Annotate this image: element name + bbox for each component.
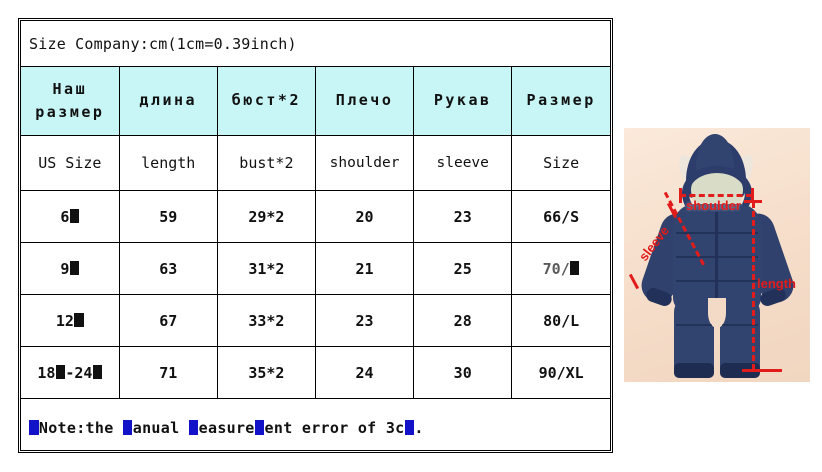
- suit-foot-cuff-right: [720, 363, 760, 378]
- cell-shoulder: 21: [314, 242, 415, 295]
- cell-size: 90/XL: [511, 346, 610, 399]
- cell-us-size: 18 -24: [21, 346, 120, 399]
- quilt-seam: [676, 324, 712, 326]
- size-chart-table: Size Company:cm(1cm=0.39inch) Наш размер…: [21, 21, 610, 457]
- header-en-bust: bust*2: [216, 135, 316, 191]
- missing-glyph-icon: [69, 208, 79, 223]
- cell-sleeve: 30: [413, 346, 513, 399]
- us-size-value: 6: [60, 207, 70, 226]
- table-row: 12 67 33*2 23 28 80/L: [21, 294, 610, 347]
- cell-length: 59: [118, 190, 218, 243]
- note-part-e: .: [414, 419, 424, 437]
- table-row: 18 -24 71 35*2 24 30 90/XL: [21, 346, 610, 399]
- cell-length: 63: [118, 242, 218, 295]
- cell-size: 80/L: [511, 294, 610, 347]
- table-title-row: Size Company:cm(1cm=0.39inch): [21, 21, 610, 67]
- header-cyr-shoulder: Плечо: [314, 66, 415, 136]
- header-cyr-our-size: Наш размер: [21, 66, 120, 136]
- header-en-shoulder: shoulder: [314, 135, 415, 191]
- header-cyr-our-size-line2: размер: [35, 103, 105, 121]
- cell-length: 71: [118, 346, 218, 399]
- us-size-range: -24: [65, 363, 93, 382]
- cell-length: 67: [118, 294, 218, 347]
- note-part-b: anual: [132, 419, 189, 437]
- missing-glyph-icon: [254, 420, 265, 435]
- product-photo: shoulder length sleeve: [624, 128, 810, 382]
- cell-size: 70/: [511, 242, 610, 295]
- missing-glyph-icon: [29, 420, 39, 435]
- us-size-value: 12: [55, 311, 74, 330]
- cell-shoulder: 23: [314, 294, 415, 347]
- cell-sleeve: 25: [413, 242, 513, 295]
- missing-glyph-icon: [123, 420, 133, 435]
- missing-glyph-icon: [55, 364, 66, 379]
- missing-glyph-icon: [92, 364, 102, 379]
- cell-sleeve: 28: [413, 294, 513, 347]
- missing-glyph-icon: [74, 312, 84, 327]
- measurement-note: Note:the anual easure ent error of 3c.: [21, 398, 610, 457]
- header-en-length: length: [118, 135, 218, 191]
- header-cyr-our-size-line1: Наш: [52, 79, 88, 98]
- quilt-seam: [722, 324, 758, 326]
- cell-us-size: 12: [21, 294, 120, 347]
- suit-inseam-gap: [708, 298, 726, 328]
- table-header-row-english: US Size length bust*2 shoulder sleeve Si…: [21, 135, 610, 191]
- cell-us-size: 6: [21, 190, 120, 243]
- missing-glyph-icon: [404, 420, 415, 435]
- shoulder-measure-cap-right: [751, 188, 754, 203]
- cell-shoulder: 20: [314, 190, 415, 243]
- missing-glyph-icon: [69, 260, 79, 275]
- header-cyr-bust: бюст*2: [216, 66, 316, 136]
- length-measure-line: [752, 202, 755, 370]
- cell-shoulder: 24: [314, 346, 415, 399]
- note-part-c: easure: [198, 419, 255, 437]
- missing-glyph-icon: [570, 260, 580, 275]
- shoulder-measure-cap-left: [679, 188, 682, 203]
- cell-sleeve: 23: [413, 190, 513, 243]
- cell-us-size: 9: [21, 242, 120, 295]
- size-chart-table-panel: Size Company:cm(1cm=0.39inch) Наш размер…: [18, 18, 613, 457]
- cell-bust: 33*2: [216, 294, 316, 347]
- header-en-us-size: US Size: [21, 135, 120, 191]
- cell-size: 66/S: [511, 190, 610, 243]
- size-chart-title: Size Company:cm(1cm=0.39inch): [21, 21, 610, 67]
- table-header-row-cyrillic: Наш размер длина бюст*2 Плечо Рукав Разм…: [21, 66, 610, 136]
- us-size-value: 18: [37, 363, 56, 382]
- header-en-sleeve: sleeve: [413, 135, 513, 191]
- table-row: 9 63 31*2 21 25 70/: [21, 242, 610, 295]
- length-measure-cap-top: [744, 200, 762, 203]
- length-measure-label: length: [757, 276, 796, 291]
- header-en-size: Size: [511, 135, 610, 191]
- cell-bust: 31*2: [216, 242, 316, 295]
- cell-bust: 35*2: [216, 346, 316, 399]
- note-part-a: Note:the: [38, 419, 123, 437]
- suit-foot-cuff-left: [674, 363, 714, 378]
- note-part-d: ent error of 3c: [264, 419, 405, 437]
- length-measure-cap-bottom: [742, 369, 782, 372]
- table-row: 6 59 29*2 20 23 66/S: [21, 190, 610, 243]
- table-note-row: Note:the anual easure ent error of 3c.: [21, 398, 610, 457]
- us-size-value: 9: [60, 259, 70, 278]
- shoulder-measure-label: shoulder: [686, 198, 741, 213]
- shoulder-measure-line: [680, 194, 752, 197]
- header-cyr-length: длина: [118, 66, 218, 136]
- missing-glyph-icon: [189, 420, 199, 435]
- header-cyr-size: Размер: [511, 66, 610, 136]
- header-cyr-sleeve: Рукав: [413, 66, 513, 136]
- size-value: 70/: [542, 259, 570, 278]
- cell-bust: 29*2: [216, 190, 316, 243]
- suit-zipper: [715, 212, 718, 322]
